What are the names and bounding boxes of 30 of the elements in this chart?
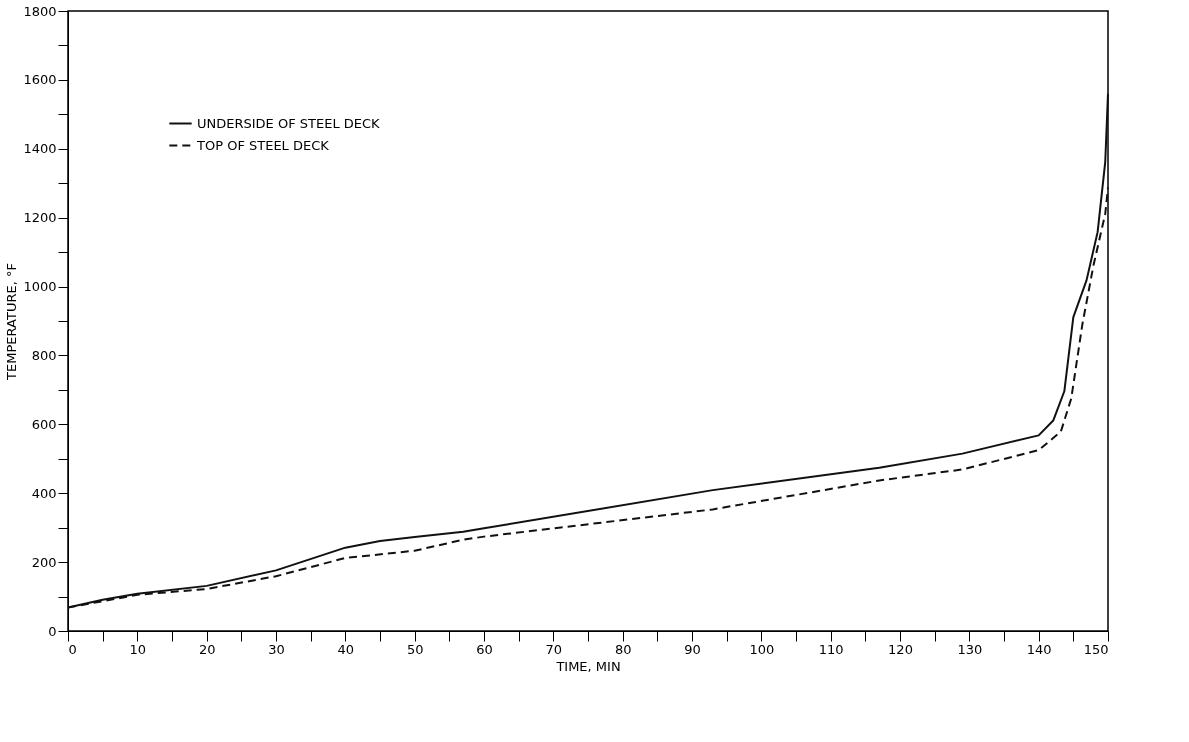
x-tick-label: 70: [545, 641, 563, 657]
x-tick-label: 60: [476, 641, 493, 657]
y-tick-label: 800: [31, 347, 57, 363]
x-tick-label: 110: [818, 641, 844, 657]
x-tick-label: 120: [888, 641, 913, 657]
x-axis-title: TIME, MIN: [555, 658, 621, 674]
y-axis-title: TEMPERATURE, °F: [4, 263, 20, 381]
y-tick-label: 1200: [23, 210, 57, 226]
x-tick-label: 130: [957, 641, 983, 657]
y-tick-label: 200: [31, 554, 57, 570]
y-tick-label: 0: [48, 623, 57, 639]
legend-label: UNDERSIDE OF STEEL DECK: [197, 115, 381, 131]
x-tick-label: 20: [198, 641, 216, 657]
x-tick-label: 150: [1083, 641, 1109, 657]
x-tick-label: 140: [1026, 641, 1052, 657]
x-tick-label: 50: [406, 641, 424, 657]
x-tick-label: 100: [749, 641, 775, 657]
x-tick-label: 90: [684, 641, 701, 657]
x-tick-label: 80: [614, 641, 632, 657]
y-tick-label: 400: [31, 485, 57, 501]
y-tick-label: 1800: [23, 3, 57, 19]
y-tick-label: 1000: [23, 279, 57, 295]
y-tick-label: 1400: [23, 141, 57, 157]
x-tick-label: 10: [129, 641, 147, 657]
x-tick-label: 30: [268, 641, 285, 657]
y-tick-label: 1600: [23, 72, 57, 88]
y-tick-label: 600: [31, 416, 57, 432]
x-tick-label: 40: [337, 641, 355, 657]
x-tick-label: 0: [68, 641, 77, 657]
legend-label: TOP OF STEEL DECK: [196, 137, 330, 153]
